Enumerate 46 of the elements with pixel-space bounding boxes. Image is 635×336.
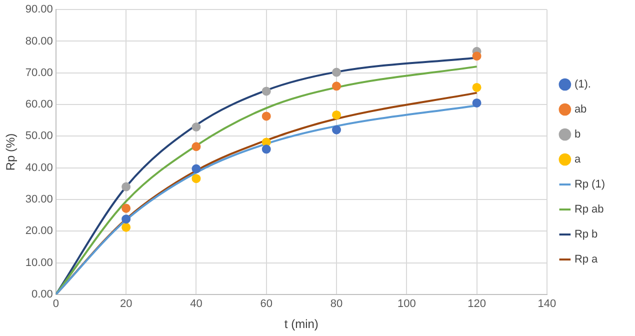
point <box>472 52 482 61</box>
point <box>122 182 131 192</box>
y-tick-label: 0.00 <box>32 288 53 300</box>
point <box>262 86 271 96</box>
y-tick-label: 40.00 <box>25 162 53 174</box>
legend-label: Rp b <box>574 228 598 241</box>
x-tick-label: 40 <box>190 298 202 310</box>
y-tick-label: 80.00 <box>25 35 53 48</box>
x-tick-label: 100 <box>397 298 416 310</box>
point <box>192 122 201 132</box>
legend-label: b <box>574 128 581 141</box>
x-axis-title: t (min) <box>284 317 318 332</box>
point <box>122 222 131 232</box>
legend-label: Rp (1) <box>574 178 605 191</box>
y-tick-label: 50.00 <box>25 130 53 142</box>
legend-label: (1). <box>574 78 591 91</box>
point <box>332 125 342 134</box>
legend-label: a <box>574 154 582 166</box>
x-tick-label: 20 <box>120 298 132 310</box>
y-tick-label: 10.00 <box>25 256 53 269</box>
point <box>472 98 482 108</box>
y-axis-title: Rp (%) <box>4 133 18 171</box>
legend-label: Rp a <box>574 254 599 266</box>
point <box>332 68 342 77</box>
x-tick-label: 60 <box>260 298 272 310</box>
point <box>122 214 131 224</box>
y-tick-label: 20.00 <box>25 225 53 238</box>
legend-label: Rp ab <box>574 204 604 216</box>
x-tick-label: 80 <box>330 298 343 310</box>
point <box>262 144 271 154</box>
y-tick-label: 70.00 <box>25 66 53 79</box>
x-tick-label: 140 <box>538 298 556 310</box>
point <box>192 142 201 152</box>
legend-label: ab <box>574 104 587 116</box>
point <box>472 82 482 92</box>
point <box>332 82 342 91</box>
x-tick-label: 120 <box>468 298 486 310</box>
y-tick-label: 90.00 <box>25 4 53 16</box>
y-tick-label: 30.00 <box>25 194 53 206</box>
y-tick-label: 60.00 <box>25 98 53 111</box>
point <box>262 112 271 121</box>
point <box>122 204 131 213</box>
point <box>192 174 201 184</box>
point <box>192 164 201 174</box>
point <box>332 110 342 120</box>
x-tick-label: 0 <box>52 298 59 310</box>
